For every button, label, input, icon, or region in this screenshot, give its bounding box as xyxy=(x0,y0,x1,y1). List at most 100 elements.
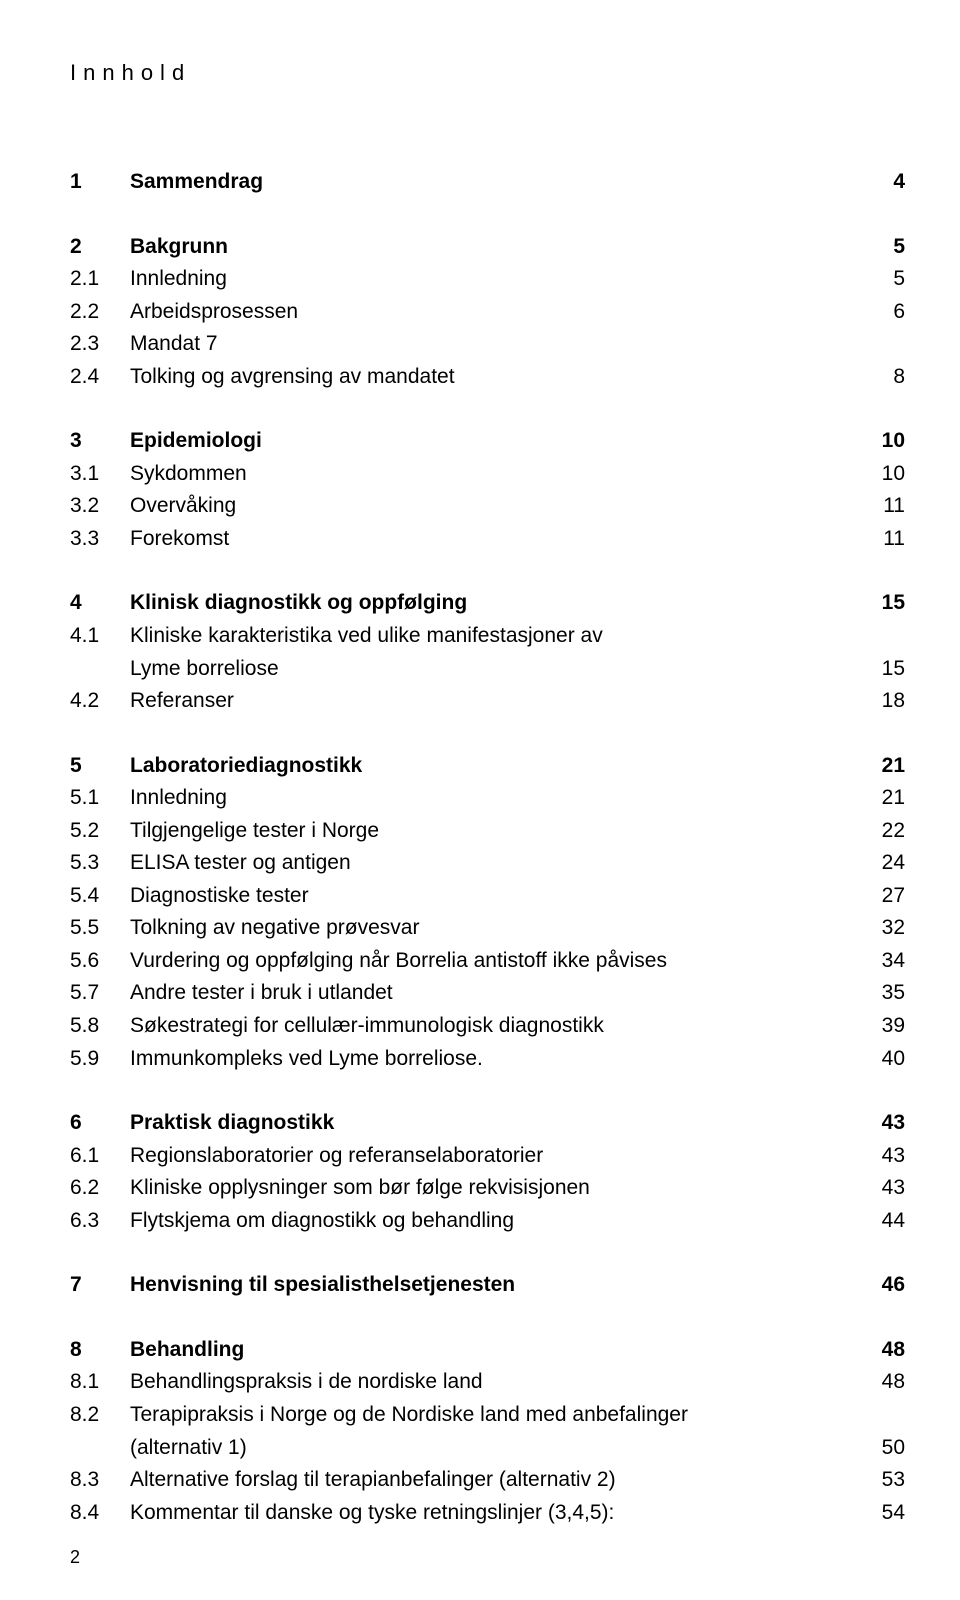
toc-section: 3Epidemiologi103.1Sykdommen103.2Overvåki… xyxy=(70,425,905,555)
toc-section-header: 3Epidemiologi10 xyxy=(70,425,905,458)
toc-subsection-continuation: Lyme borreliose15 xyxy=(70,653,905,686)
toc-subsection-page: 53 xyxy=(865,1464,905,1497)
toc-section-title: Behandling xyxy=(130,1334,865,1367)
toc-subsection-number: 8.2 xyxy=(70,1399,130,1432)
toc-section-title: Henvisning til spesialisthelsetjenesten xyxy=(130,1269,865,1302)
toc-subsection-title: Innledning xyxy=(130,782,865,815)
toc-subsection: 6.1Regionslaboratorier og referanselabor… xyxy=(70,1140,905,1173)
toc-subsection: 6.3Flytskjema om diagnostikk og behandli… xyxy=(70,1205,905,1238)
toc-subsection-title: Alternative forslag til terapianbefaling… xyxy=(130,1464,865,1497)
toc-subsection-title: Behandlingspraksis i de nordiske land xyxy=(130,1366,865,1399)
toc-section-page: 15 xyxy=(865,587,905,620)
toc-subsection-continuation-page: 15 xyxy=(865,653,905,686)
toc-subsection-page: 8 xyxy=(865,361,905,394)
toc-section: 7Henvisning til spesialisthelsetjenesten… xyxy=(70,1269,905,1302)
toc-subsection-page: 11 xyxy=(865,523,905,556)
toc-section: 5Laboratoriediagnostikk215.1Innledning21… xyxy=(70,750,905,1075)
toc-subsection: 5.4Diagnostiske tester27 xyxy=(70,880,905,913)
toc-section: 6Praktisk diagnostikk436.1Regionslaborat… xyxy=(70,1107,905,1237)
toc-subsection-page: 27 xyxy=(865,880,905,913)
toc-subsection-number: 4.2 xyxy=(70,685,130,718)
toc-subsection: 4.2Referanser18 xyxy=(70,685,905,718)
toc-subsection: 5.2Tilgjengelige tester i Norge22 xyxy=(70,815,905,848)
page-number-footer: 2 xyxy=(70,1547,80,1568)
toc-subsection-title: Vurdering og oppfølging når Borrelia ant… xyxy=(130,945,865,978)
toc-subsection: 6.2Kliniske opplysninger som bør følge r… xyxy=(70,1172,905,1205)
toc-subsection: 5.3ELISA tester og antigen24 xyxy=(70,847,905,880)
toc-section-title: Sammendrag xyxy=(130,166,865,199)
toc-section-header: 5Laboratoriediagnostikk21 xyxy=(70,750,905,783)
toc-title: Innhold xyxy=(70,60,905,86)
toc-subsection: 3.1Sykdommen10 xyxy=(70,458,905,491)
toc-section-header: 4Klinisk diagnostikk og oppfølging15 xyxy=(70,587,905,620)
toc-section-header: 8Behandling48 xyxy=(70,1334,905,1367)
toc-section-title: Epidemiologi xyxy=(130,425,865,458)
toc-subsection-number: 6.1 xyxy=(70,1140,130,1173)
toc-subsection-number: 2.2 xyxy=(70,296,130,329)
toc-subsection: 5.8Søkestrategi for cellulær-immunologis… xyxy=(70,1010,905,1043)
toc-subsection-number-empty xyxy=(70,653,130,686)
toc-subsection-page: 48 xyxy=(865,1366,905,1399)
toc-section-header: 7Henvisning til spesialisthelsetjenesten… xyxy=(70,1269,905,1302)
toc-section-page: 4 xyxy=(865,166,905,199)
toc-subsection-number: 2.1 xyxy=(70,263,130,296)
toc-section-number: 2 xyxy=(70,231,130,264)
toc-subsection-title: Kommentar til danske og tyske retningsli… xyxy=(130,1497,865,1530)
toc-subsection-title: Andre tester i bruk i utlandet xyxy=(130,977,865,1010)
toc-subsection: 2.3Mandat 7 xyxy=(70,328,905,361)
toc-section-number: 3 xyxy=(70,425,130,458)
toc-section-header: 2Bakgrunn5 xyxy=(70,231,905,264)
toc-subsection: 2.4Tolking og avgrensing av mandatet8 xyxy=(70,361,905,394)
toc-section-title: Laboratoriediagnostikk xyxy=(130,750,865,783)
toc-section-number: 8 xyxy=(70,1334,130,1367)
toc-section-title: Praktisk diagnostikk xyxy=(130,1107,865,1140)
toc-subsection-continuation-text: (alternativ 1) xyxy=(130,1432,865,1465)
toc-subsection-page: 32 xyxy=(865,912,905,945)
toc-section-number: 4 xyxy=(70,587,130,620)
toc-subsection-continuation: (alternativ 1)50 xyxy=(70,1432,905,1465)
toc-subsection-page: 43 xyxy=(865,1172,905,1205)
toc-subsection-number: 8.3 xyxy=(70,1464,130,1497)
toc-subsection-title: Innledning xyxy=(130,263,865,296)
toc-subsection-title: Overvåking xyxy=(130,490,865,523)
toc-subsection: 4.1Kliniske karakteristika ved ulike man… xyxy=(70,620,905,653)
toc-subsection-number: 6.2 xyxy=(70,1172,130,1205)
toc-section: 4Klinisk diagnostikk og oppfølging154.1K… xyxy=(70,587,905,717)
toc-subsection-title: Tolkning av negative prøvesvar xyxy=(130,912,865,945)
toc-subsection: 8.4Kommentar til danske og tyske retning… xyxy=(70,1497,905,1530)
toc-subsection-page: 5 xyxy=(865,263,905,296)
toc-section-page: 10 xyxy=(865,425,905,458)
toc-section-title: Bakgrunn xyxy=(130,231,865,264)
toc-subsection: 3.2Overvåking11 xyxy=(70,490,905,523)
toc-section-page: 46 xyxy=(865,1269,905,1302)
toc-subsection-title: Tolking og avgrensing av mandatet xyxy=(130,361,865,394)
toc-subsection-page: 34 xyxy=(865,945,905,978)
toc-subsection-page: 11 xyxy=(865,490,905,523)
toc-subsection-number: 5.2 xyxy=(70,815,130,848)
toc-subsection: 5.7Andre tester i bruk i utlandet35 xyxy=(70,977,905,1010)
toc-subsection-page: 18 xyxy=(865,685,905,718)
toc-section-page: 48 xyxy=(865,1334,905,1367)
toc-section-title: Klinisk diagnostikk og oppfølging xyxy=(130,587,865,620)
toc-subsection-title: Referanser xyxy=(130,685,865,718)
toc-subsection-title: ELISA tester og antigen xyxy=(130,847,865,880)
toc-subsection-title: Arbeidsprosessen xyxy=(130,296,865,329)
toc-subsection-page: 43 xyxy=(865,1140,905,1173)
toc-subsection-number: 5.7 xyxy=(70,977,130,1010)
toc-subsection-title: Flytskjema om diagnostikk og behandling xyxy=(130,1205,865,1238)
toc-subsection-number: 8.4 xyxy=(70,1497,130,1530)
toc-subsection: 2.2Arbeidsprosessen6 xyxy=(70,296,905,329)
toc-subsection-page: 21 xyxy=(865,782,905,815)
toc-subsection-page xyxy=(865,620,905,653)
toc-subsection-title: Forekomst xyxy=(130,523,865,556)
toc-subsection-number: 3.1 xyxy=(70,458,130,491)
toc-subsection-page: 24 xyxy=(865,847,905,880)
toc-subsection: 5.9Immunkompleks ved Lyme borreliose.40 xyxy=(70,1043,905,1076)
toc-subsection: 2.1Innledning5 xyxy=(70,263,905,296)
toc-subsection-title: Immunkompleks ved Lyme borreliose. xyxy=(130,1043,865,1076)
toc-section-number: 7 xyxy=(70,1269,130,1302)
toc-subsection: 8.2Terapipraksis i Norge og de Nordiske … xyxy=(70,1399,905,1432)
toc-subsection-title: Diagnostiske tester xyxy=(130,880,865,913)
toc-subsection: 5.1Innledning21 xyxy=(70,782,905,815)
toc-subsection-title: Kliniske opplysninger som bør følge rekv… xyxy=(130,1172,865,1205)
